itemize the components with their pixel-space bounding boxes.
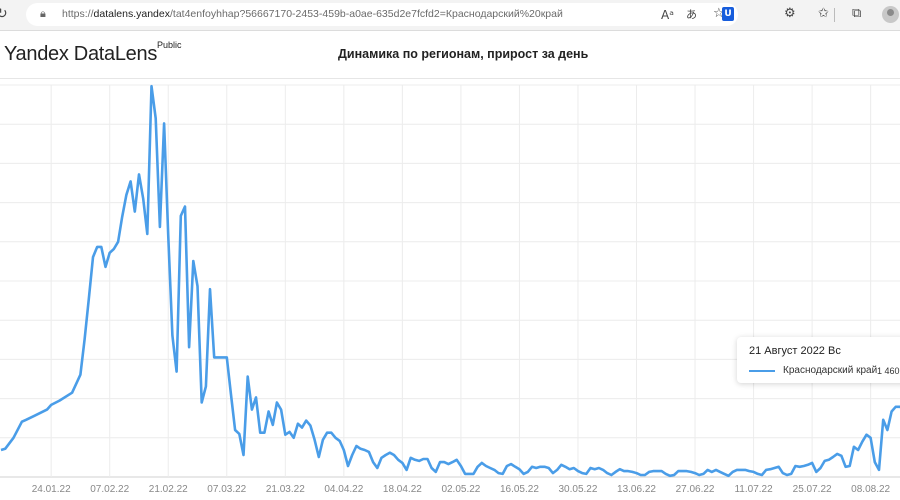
x-tick-label: 25.07.22: [793, 484, 832, 495]
favorites-icon[interactable]: ✩: [818, 6, 829, 21]
tooltip-value: 1 460: [877, 366, 900, 376]
x-tick-label: 08.08.22: [851, 484, 890, 495]
x-tick-label: 07.03.22: [207, 484, 246, 495]
datalens-logo[interactable]: Yandex DataLensPublic: [4, 40, 182, 66]
x-tick-label: 11.07.22: [734, 484, 773, 495]
chart-tooltip: 21 Август 2022 Вс Краснодарский край 1 4…: [737, 337, 900, 383]
x-tick-label: 16.05.22: [500, 484, 539, 495]
series-line-krasnodar[interactable]: [0, 84, 900, 478]
url-prefix: https://: [62, 8, 94, 20]
x-tick-label: 21.02.22: [149, 484, 188, 495]
grid: [0, 84, 900, 478]
browser-toolbar: ↻ 🔒︎ https://datalens.yandex/tat4enfoyhh…: [0, 0, 900, 31]
reload-icon[interactable]: ↻: [0, 6, 8, 22]
x-tick-label: 18.04.22: [383, 484, 422, 495]
x-tick-label: 21.03.22: [266, 484, 305, 495]
x-tick-label: 30.05.22: [559, 484, 598, 495]
x-tick-label: 02.05.22: [441, 484, 480, 495]
bitwarden-icon[interactable]: U: [722, 7, 734, 21]
x-axis: 24.01.22 07.02.22 21.02.22 07.03.22 21.03.22…: [32, 484, 891, 495]
x-tick-label: 04.04.22: [324, 484, 363, 495]
dashboard-header: Yandex DataLensPublic Динамика по регион…: [0, 31, 900, 79]
extensions-icon[interactable]: ⚙: [784, 6, 796, 21]
url-rest: /tat4enfoyhhap?56667170-2453-459b-a0ae-6…: [170, 8, 563, 20]
lock-icon[interactable]: 🔒︎: [40, 7, 46, 20]
url-host: datalens.yandex: [93, 8, 170, 20]
chart-title: Динамика по регионам, прирост за день: [338, 47, 589, 61]
add-favorite-icon[interactable]: ☆: [713, 6, 725, 21]
url-text[interactable]: https://datalens.yandex/tat4enfoyhhap?56…: [62, 8, 563, 20]
tooltip-series-swatch: [749, 370, 775, 372]
tooltip-series-name: Краснодарский край: [783, 365, 878, 376]
x-tick-label: 07.02.22: [90, 484, 129, 495]
x-tick-label: 27.06.22: [676, 484, 715, 495]
x-tick-label: 24.01.22: [32, 484, 71, 495]
toolbar-divider: [834, 8, 835, 22]
public-badge: Public: [157, 40, 182, 51]
address-bar[interactable]: 🔒︎ https://datalens.yandex/tat4enfoyhhap…: [26, 3, 738, 26]
x-tick-label: 13.06.22: [617, 484, 656, 495]
read-aloud-icon[interactable]: Aᵃ: [661, 8, 674, 22]
profile-avatar[interactable]: [882, 6, 899, 23]
translate-icon[interactable]: あ: [686, 8, 697, 21]
tooltip-date: 21 Август 2022 Вс: [749, 345, 841, 357]
collections-icon[interactable]: ⧉: [852, 6, 862, 21]
logo-text: Yandex DataLens: [4, 43, 158, 65]
more-menu-icon[interactable]: ⋮: [894, 43, 900, 62]
